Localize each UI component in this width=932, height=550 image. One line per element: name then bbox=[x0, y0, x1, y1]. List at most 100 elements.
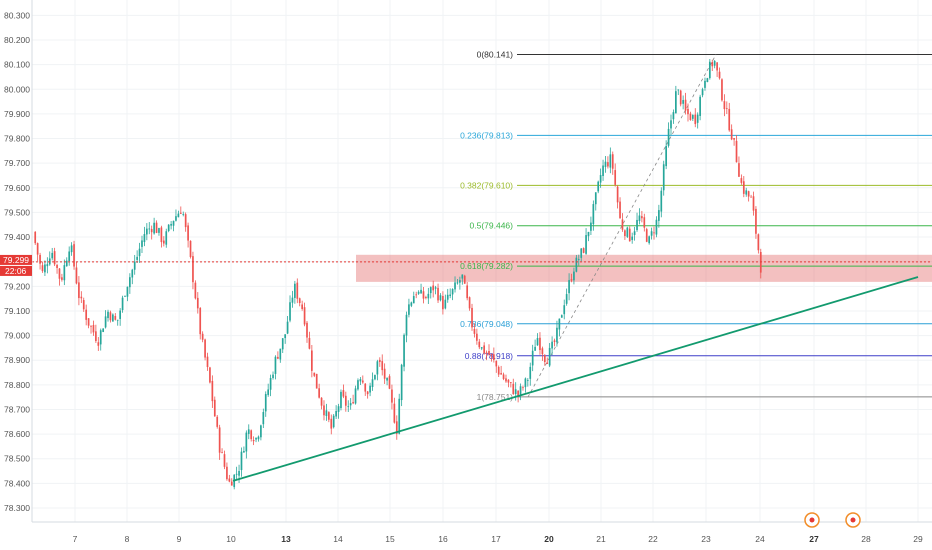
candle-body bbox=[643, 217, 646, 228]
candle-body bbox=[429, 287, 432, 294]
candle-body bbox=[320, 397, 323, 406]
candle-body bbox=[585, 235, 587, 254]
candle-body bbox=[337, 406, 340, 412]
ascending-trendline[interactable] bbox=[232, 276, 919, 482]
candle-body bbox=[677, 89, 680, 91]
event-circle-icon[interactable] bbox=[845, 512, 861, 528]
resistance-zone-layer bbox=[356, 254, 932, 282]
candle-body bbox=[342, 390, 345, 397]
x-tick-label: 10 bbox=[226, 534, 236, 544]
candle-body bbox=[68, 251, 71, 261]
candle-body bbox=[488, 351, 490, 355]
y-tick-label: 79.100 bbox=[4, 306, 30, 316]
candle-body bbox=[143, 234, 146, 243]
candle-body bbox=[410, 302, 413, 306]
x-tick-label: 15 bbox=[385, 534, 395, 544]
candle-body bbox=[570, 279, 573, 281]
candle-body bbox=[614, 170, 617, 185]
countdown-tag bbox=[0, 265, 32, 276]
y-tick-label: 78.900 bbox=[4, 355, 30, 365]
x-tick-label: 7 bbox=[73, 534, 78, 544]
candle-body bbox=[716, 62, 718, 71]
candle-body bbox=[189, 240, 192, 257]
candle-body bbox=[87, 318, 90, 326]
candle-body bbox=[512, 383, 515, 395]
candle-body bbox=[272, 374, 274, 379]
candle-body bbox=[543, 355, 546, 363]
candle-body bbox=[109, 312, 112, 321]
current-price-tag bbox=[0, 254, 32, 265]
resistance-zone[interactable] bbox=[356, 254, 932, 282]
candle-body bbox=[133, 261, 136, 270]
candle-body bbox=[218, 427, 221, 453]
candle-body bbox=[480, 347, 483, 349]
candle-body bbox=[495, 360, 498, 367]
candle-body bbox=[97, 342, 100, 346]
candle-body bbox=[260, 425, 262, 438]
y-tick-label: 78.600 bbox=[4, 429, 30, 439]
candle-body bbox=[417, 291, 420, 294]
candle-body bbox=[478, 341, 481, 348]
candle-body bbox=[587, 231, 590, 237]
event-markers-layer[interactable] bbox=[804, 512, 861, 528]
fib-level-label: 0.5(79.446) bbox=[470, 221, 514, 231]
candle-body bbox=[160, 227, 163, 243]
current-price-value: 79.299 bbox=[3, 255, 29, 265]
candle-body bbox=[665, 145, 667, 167]
candle-body bbox=[645, 229, 648, 242]
candle-body bbox=[459, 280, 461, 283]
candle-body bbox=[425, 297, 427, 299]
candle-body bbox=[556, 327, 558, 343]
fib-anchor-line[interactable] bbox=[527, 54, 717, 398]
candle-body bbox=[548, 347, 551, 366]
countdown-value: 22:06 bbox=[5, 266, 27, 276]
candle-body bbox=[245, 432, 248, 452]
candle-body bbox=[597, 181, 600, 192]
candle-body bbox=[296, 282, 299, 299]
candle-body bbox=[415, 294, 418, 296]
candle-body bbox=[223, 454, 226, 467]
candle-body bbox=[361, 380, 364, 383]
candle-body bbox=[388, 376, 391, 389]
trendline-layer[interactable] bbox=[232, 276, 919, 482]
candle-body bbox=[405, 314, 408, 336]
candle-body bbox=[327, 412, 330, 420]
candle-body bbox=[696, 114, 699, 123]
x-tick-label: 17 bbox=[491, 534, 501, 544]
candle-body bbox=[192, 256, 194, 283]
candle-body bbox=[274, 356, 277, 374]
y-tick-label: 78.500 bbox=[4, 454, 30, 464]
candle-body bbox=[602, 165, 604, 176]
candle-body bbox=[371, 379, 374, 387]
x-tick-label: 24 bbox=[755, 534, 765, 544]
candle-body bbox=[422, 291, 425, 299]
candle-body bbox=[75, 267, 78, 284]
candle-body bbox=[699, 96, 701, 116]
candle-body bbox=[221, 452, 223, 454]
candle-body bbox=[116, 319, 119, 321]
candle-body bbox=[172, 220, 175, 226]
candle-body bbox=[162, 240, 165, 244]
candle-body bbox=[313, 372, 316, 376]
candle-body bbox=[298, 298, 301, 304]
candle-body bbox=[325, 410, 328, 416]
candle-body bbox=[517, 390, 519, 396]
candle-body bbox=[735, 140, 738, 163]
candle-body bbox=[519, 386, 522, 395]
candle-body bbox=[738, 163, 740, 177]
candle-body bbox=[403, 334, 405, 367]
candle-body bbox=[626, 227, 629, 237]
candle-body bbox=[575, 257, 578, 272]
candle-body bbox=[306, 322, 308, 338]
candle-body bbox=[624, 230, 626, 237]
event-circle-icon[interactable] bbox=[804, 512, 820, 528]
candle-body bbox=[177, 213, 180, 218]
candle-body bbox=[641, 216, 643, 219]
candle-body bbox=[315, 373, 318, 389]
y-tick-label: 78.800 bbox=[4, 380, 30, 390]
fibonacci-retracement[interactable]: 0(80.141) 0.236(79.813) 0.382(79.610) 0.5(7… bbox=[460, 50, 932, 402]
candle-body bbox=[604, 161, 607, 167]
